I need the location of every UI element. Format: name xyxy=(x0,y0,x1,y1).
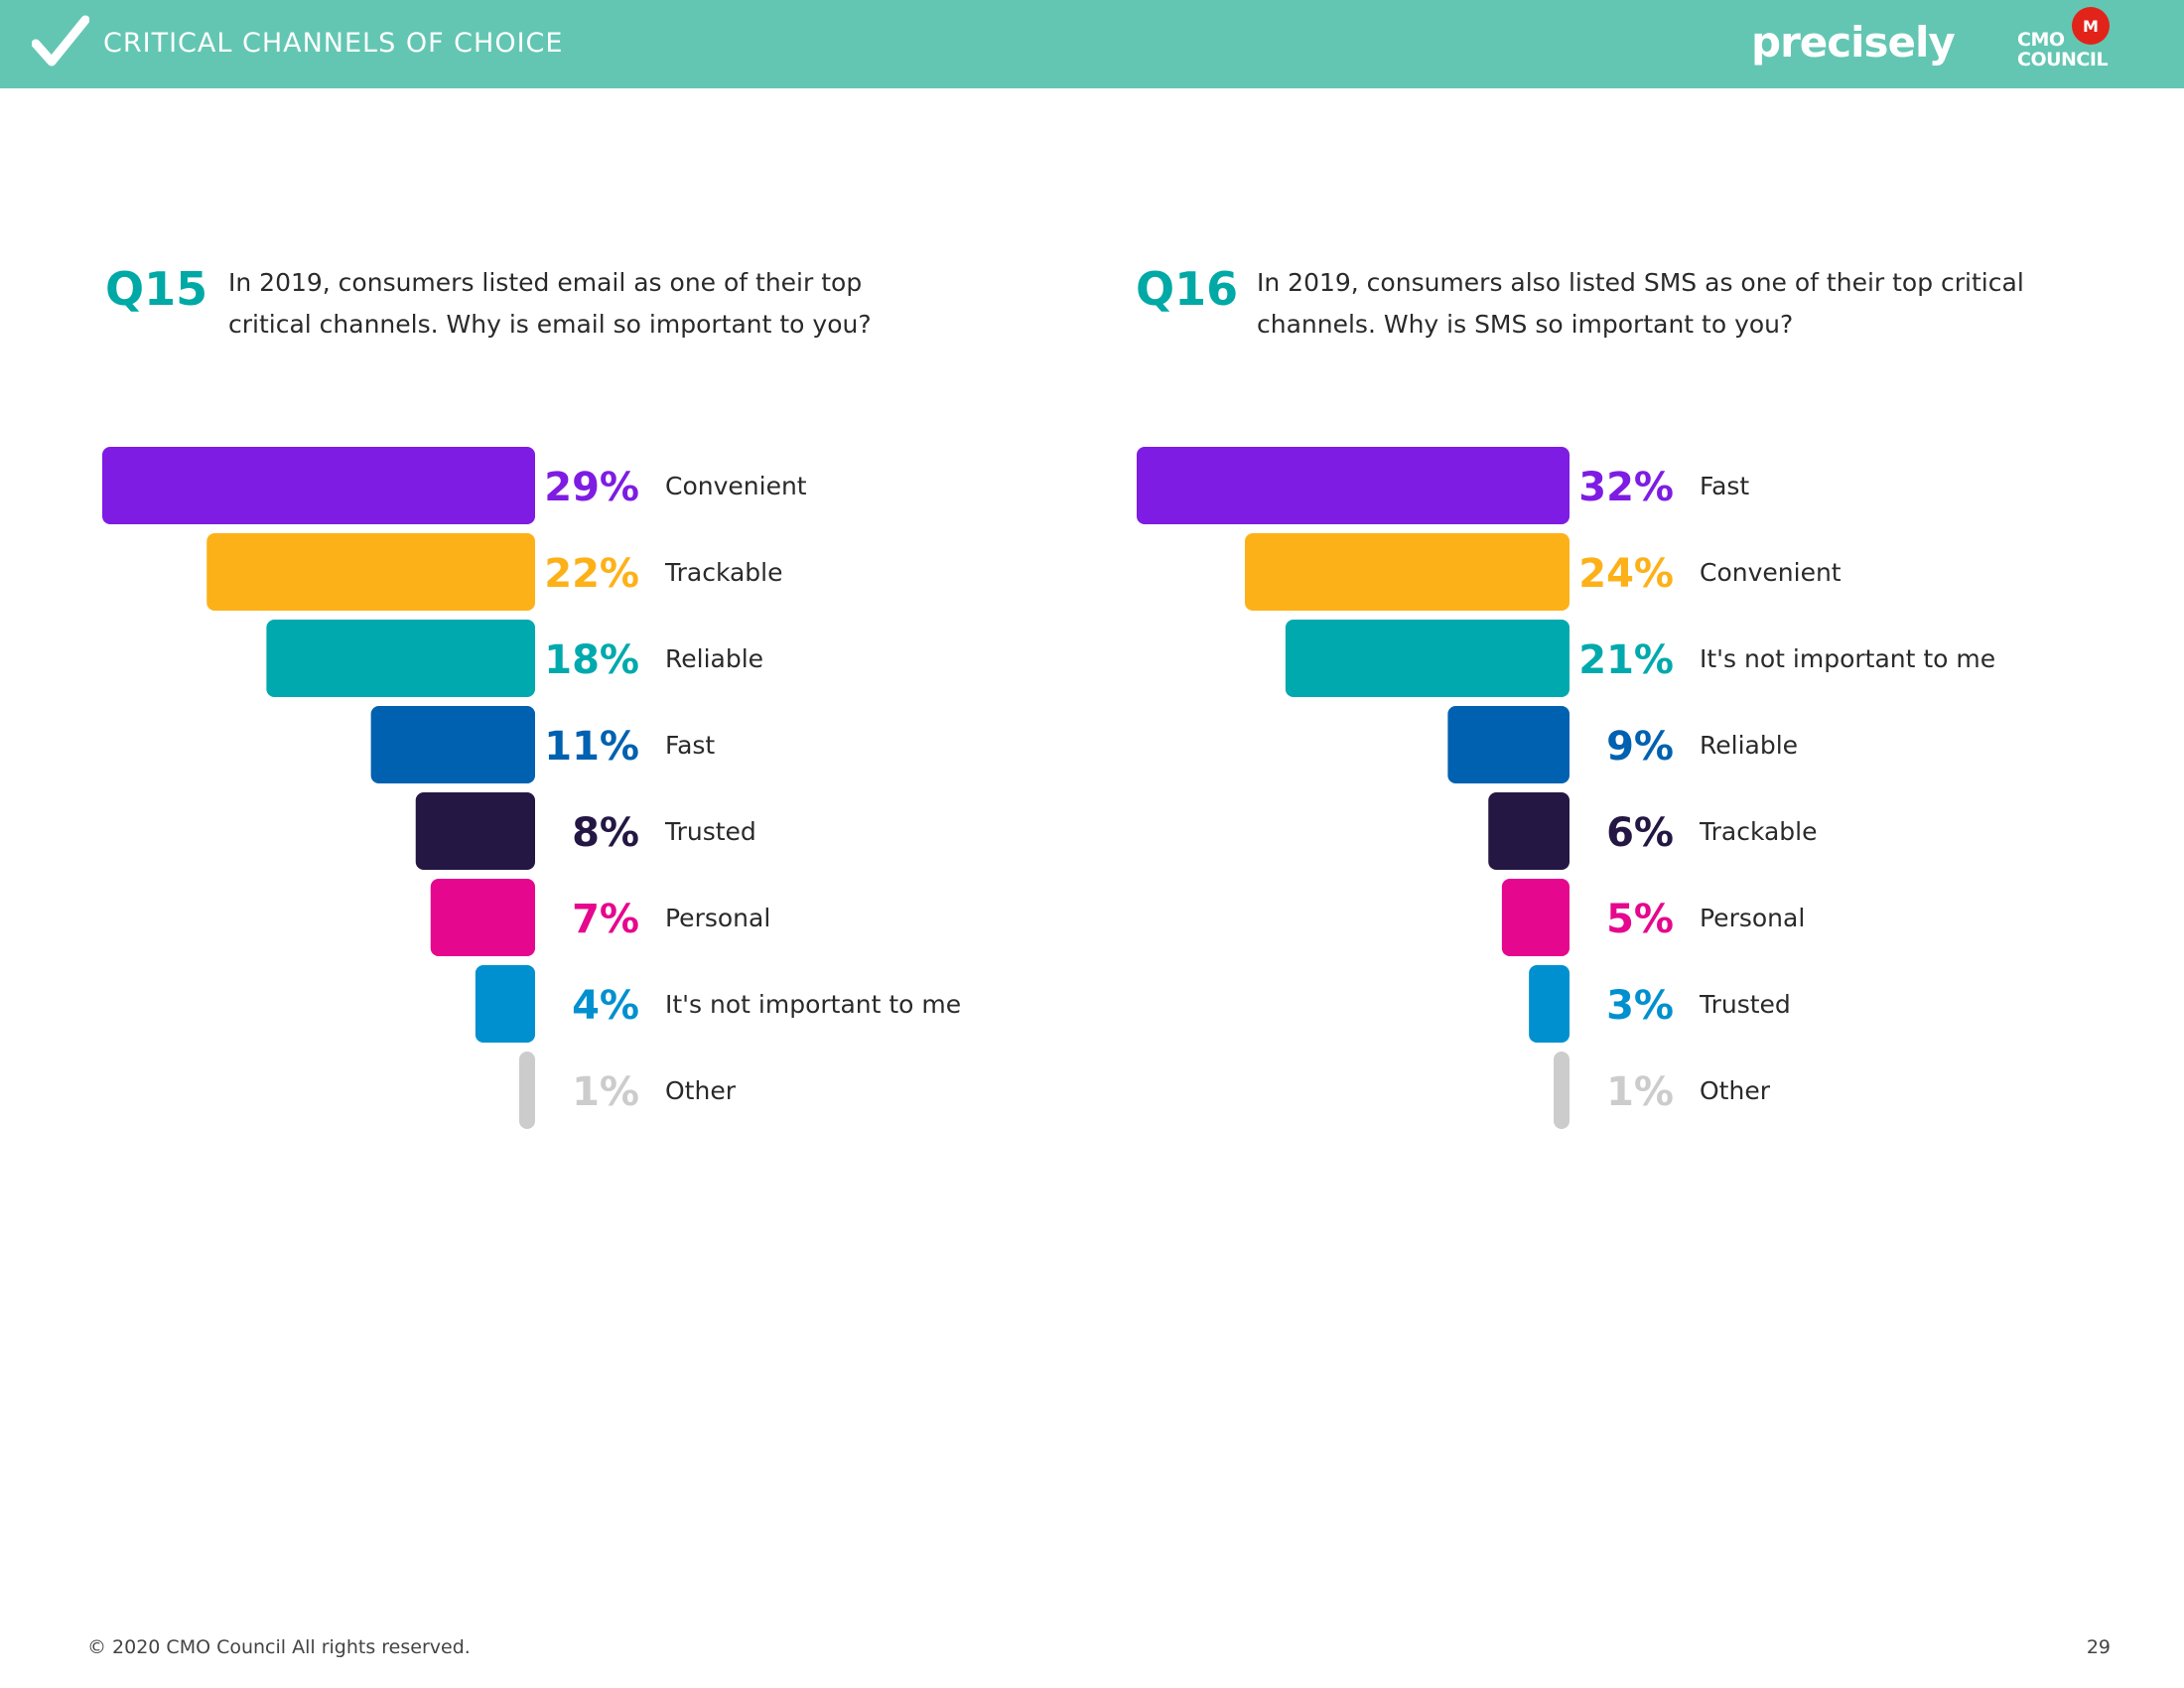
chart-q16: 32% Fast 24% Convenient 21% It's not importan… xyxy=(1034,437,2027,1152)
value-label-1-7: 1% xyxy=(1606,1069,1674,1115)
bar-0-2 xyxy=(266,620,535,697)
svg-text:M: M xyxy=(2083,17,2099,36)
category-label-1-1: Convenient xyxy=(1700,558,1842,587)
value-label-0-5: 7% xyxy=(572,897,639,942)
value-label-1-4: 6% xyxy=(1606,810,1674,856)
checkmark-icon xyxy=(32,15,89,67)
cmo-badge-icon: M xyxy=(2072,7,2110,45)
section-title: CRITICAL CHANNELS OF CHOICE xyxy=(103,28,564,59)
cmo-logo-line-1: CMO xyxy=(2017,29,2065,51)
cmo-council-logo: M xyxy=(2015,7,2115,75)
category-label-1-2: It's not important to me xyxy=(1700,644,1995,673)
bar-1-3 xyxy=(1447,706,1570,783)
value-label-1-5: 5% xyxy=(1606,897,1674,942)
bar-1-7 xyxy=(1554,1052,1570,1129)
cmo-council-logo-text: CMO COUNCIL xyxy=(2017,29,2109,70)
value-label-0-2: 18% xyxy=(544,637,639,683)
category-label-0-7: Other xyxy=(665,1076,737,1105)
cmo-logo-line-2: COUNCIL xyxy=(2017,49,2109,70)
value-label-1-6: 3% xyxy=(1606,983,1674,1029)
page-header: CRITICAL CHANNELS OF CHOICE precisely M … xyxy=(0,0,2184,88)
question-number: Q15 xyxy=(105,262,208,316)
chart-q16-svg: 32% Fast 24% Convenient 21% It's not importan… xyxy=(1137,447,1995,1129)
bar-0-0 xyxy=(102,447,535,524)
bar-0-6 xyxy=(475,965,535,1043)
category-label-1-7: Other xyxy=(1700,1076,1771,1105)
bar-0-1 xyxy=(206,533,535,611)
chart-q15: 29% Convenient 22% Trackable 18% Reliable 11% F… xyxy=(0,437,993,1152)
copyright-text: © 2020 CMO Council All rights reserved. xyxy=(87,1636,471,1658)
question-text: In 2019, consumers listed email as one o… xyxy=(228,268,872,339)
bar-1-0 xyxy=(1137,447,1570,524)
value-label-0-7: 1% xyxy=(572,1069,639,1115)
page-number: 29 xyxy=(2086,1636,2111,1658)
category-label-0-2: Reliable xyxy=(665,644,763,673)
value-label-0-0: 29% xyxy=(544,465,639,510)
category-label-1-6: Trusted xyxy=(1699,990,1791,1019)
category-label-0-5: Personal xyxy=(665,904,770,932)
bar-0-3 xyxy=(370,706,535,783)
bar-1-1 xyxy=(1245,533,1570,611)
value-label-0-6: 4% xyxy=(572,983,639,1029)
category-label-1-5: Personal xyxy=(1700,904,1805,932)
category-label-0-6: It's not important to me xyxy=(665,990,961,1019)
bar-0-7 xyxy=(519,1052,535,1129)
category-label-0-3: Fast xyxy=(665,731,715,760)
category-label-0-1: Trackable xyxy=(664,558,783,587)
category-label-1-3: Reliable xyxy=(1700,731,1798,760)
value-label-0-4: 8% xyxy=(572,810,639,856)
category-label-0-4: Trusted xyxy=(664,817,756,846)
chart-q15-svg: 29% Convenient 22% Trackable 18% Reliable 11% F… xyxy=(102,447,961,1129)
category-label-0-0: Convenient xyxy=(665,472,807,500)
value-label-0-1: 22% xyxy=(544,551,639,597)
bar-1-6 xyxy=(1529,965,1570,1043)
value-label-0-3: 11% xyxy=(544,724,639,770)
bar-1-2 xyxy=(1285,620,1570,697)
category-label-1-0: Fast xyxy=(1700,472,1749,500)
value-label-1-2: 21% xyxy=(1578,637,1674,683)
bar-0-4 xyxy=(415,792,535,870)
value-label-1-1: 24% xyxy=(1578,551,1674,597)
precisely-logo: precisely xyxy=(1751,18,1956,67)
bar-1-5 xyxy=(1501,879,1570,956)
category-label-1-4: Trackable xyxy=(1699,817,1818,846)
bar-0-5 xyxy=(430,879,535,956)
question-text: In 2019, consumers also listed SMS as on… xyxy=(1257,268,2024,339)
value-label-1-0: 32% xyxy=(1578,465,1674,510)
bar-1-4 xyxy=(1488,792,1570,870)
value-label-1-3: 9% xyxy=(1606,724,1674,770)
question-number: Q16 xyxy=(1136,262,1239,316)
